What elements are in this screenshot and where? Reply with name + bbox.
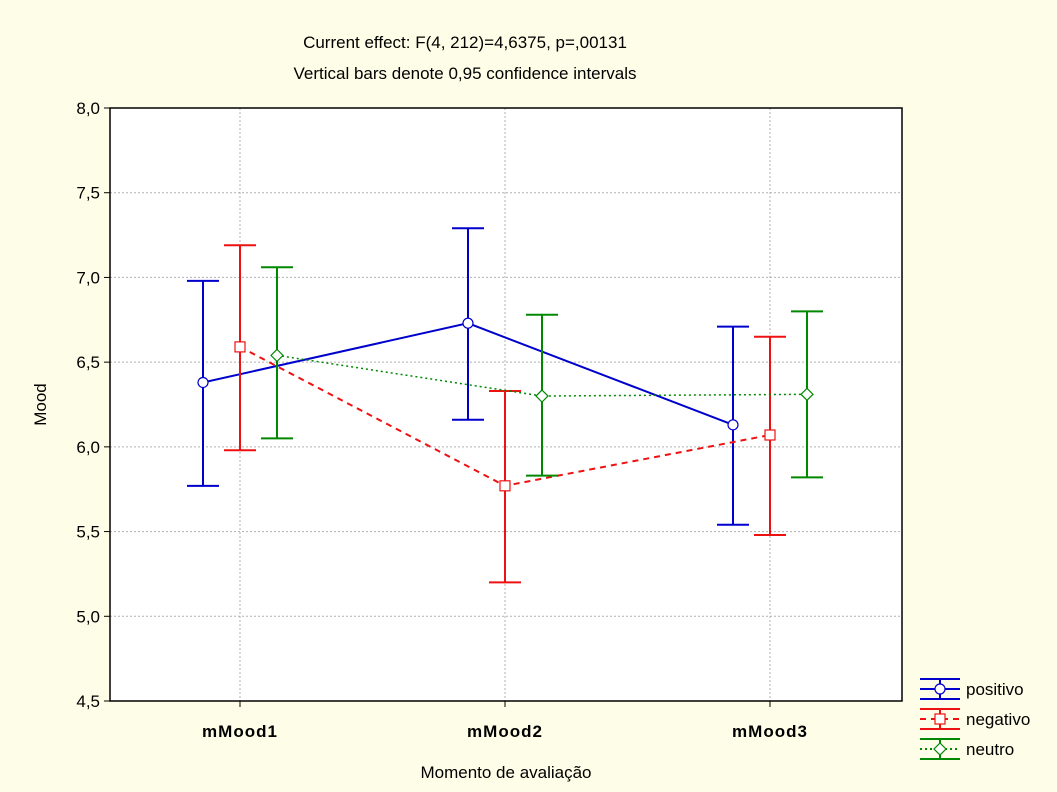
data-point-positivo	[727, 419, 739, 431]
y-tick-label: 7,0	[76, 268, 100, 287]
data-point-negativo	[499, 480, 511, 492]
data-point-neutro	[270, 348, 284, 363]
data-point-negativo	[234, 341, 246, 353]
x-tick-label: mMood2	[467, 722, 543, 741]
series-positivo	[187, 227, 749, 526]
y-tick-label: 6,0	[76, 438, 100, 457]
series-negativo	[224, 244, 786, 584]
x-tick-label: mMood1	[202, 722, 278, 741]
legend-label: positivo	[966, 680, 1024, 699]
legend-marker	[934, 683, 946, 695]
x-axis-label: Momento de avaliação	[420, 763, 591, 782]
legend: positivo negativo neutro	[920, 678, 1030, 760]
y-tick-label: 5,5	[76, 523, 100, 542]
legend-item-positivo: positivo	[920, 678, 1024, 700]
legend-marker	[933, 742, 947, 756]
legend-item-neutro: neutro	[920, 738, 1014, 760]
y-tick-label: 4,5	[76, 692, 100, 711]
y-axis-label: Mood	[31, 383, 50, 426]
chart-title: Current effect: F(4, 212)=4,6375, p=,001…	[303, 33, 627, 52]
data-point-neutro	[800, 387, 814, 402]
y-tick-label: 6,5	[76, 353, 100, 372]
legend-label: neutro	[966, 740, 1014, 759]
series-layer	[187, 227, 823, 584]
legend-item-negativo: negativo	[920, 708, 1030, 730]
plot-frame	[109, 107, 903, 702]
y-tick-label: 8,0	[76, 99, 100, 118]
y-axis-ticks: 4,5 5,0 5,5 6,0 6,5 7,0 7,5 8,0	[76, 99, 110, 711]
y-tick-label: 5,0	[76, 607, 100, 626]
data-point-positivo	[462, 317, 474, 329]
x-tick-label: mMood3	[732, 722, 808, 741]
data-point-neutro	[535, 389, 549, 403]
legend-marker	[934, 713, 946, 725]
legend-label: negativo	[966, 710, 1030, 729]
data-point-negativo	[764, 429, 776, 441]
y-tick-label: 7,5	[76, 184, 100, 203]
data-point-positivo	[197, 376, 209, 389]
series-neutro	[261, 266, 823, 479]
chart-subtitle: Vertical bars denote 0,95 confidence int…	[293, 64, 636, 83]
x-axis-ticks: mMood1 mMood2 mMood3	[202, 701, 808, 741]
